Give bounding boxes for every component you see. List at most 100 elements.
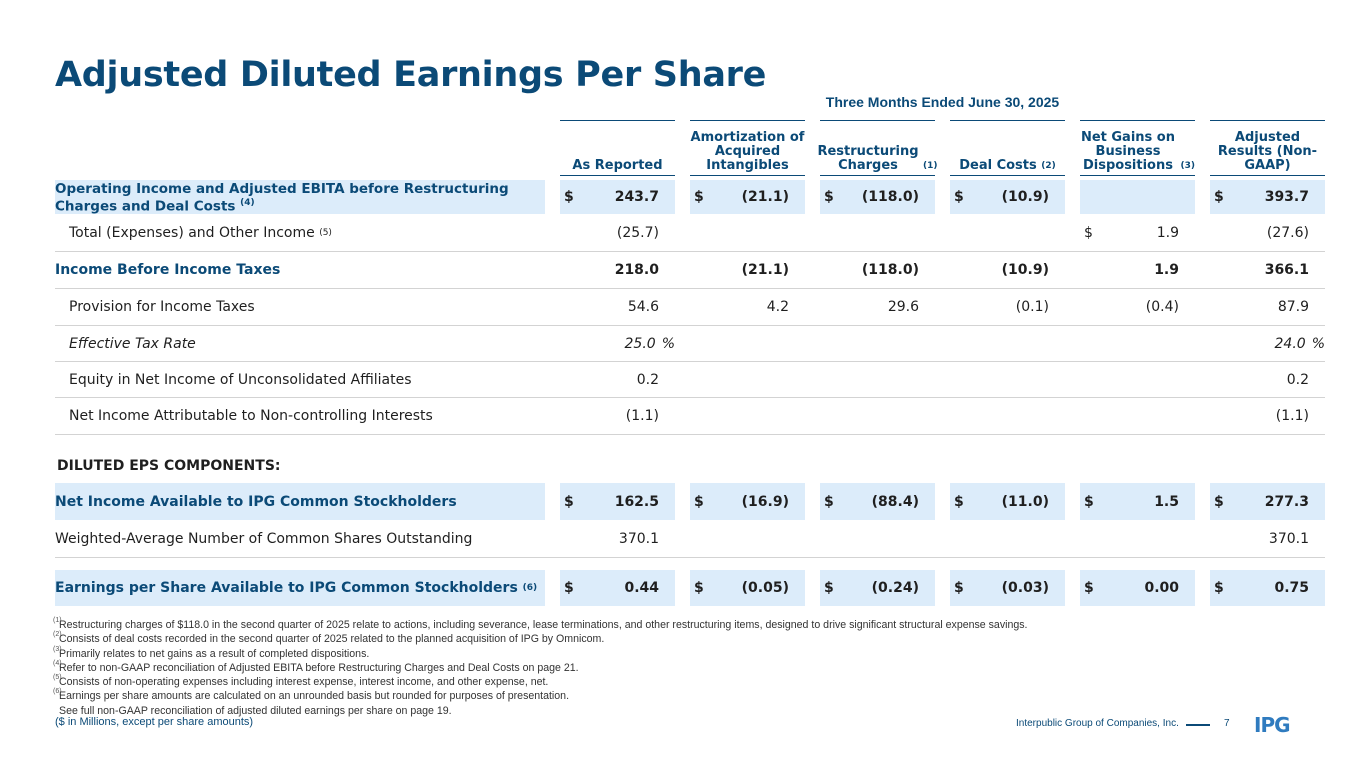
cell-value: 1.9	[1154, 262, 1179, 278]
table-row: Income Before Income Taxes 218.0 (21.1) (11…	[55, 252, 1325, 289]
table-cell: (27.6)	[1210, 214, 1309, 251]
footnote-number: (2)	[53, 631, 62, 639]
cell-value: (25.7)	[616, 224, 659, 241]
row-label-text: Net Income Available to IPG Common Stock…	[55, 493, 457, 510]
dollar-sign: $	[564, 189, 574, 205]
cell-value: 0.75	[1274, 580, 1309, 596]
cell-value: (1.1)	[625, 408, 659, 424]
column-header-label: Restructuring Charges	[817, 144, 919, 173]
column-header: As Reported	[560, 120, 675, 176]
footnote-text: Consists of deal costs recorded in the s…	[59, 633, 605, 646]
cell-shade	[1210, 180, 1325, 214]
table-cell: 4.2	[690, 289, 789, 325]
cell-value: 366.1	[1264, 262, 1309, 278]
column-header-label: Net Gains on Business Dispositions	[1080, 130, 1175, 173]
row-label: Equity in Net Income of Unconsolidated A…	[69, 362, 412, 397]
column-header: Adjusted Results (Non-GAAP)	[1210, 120, 1325, 176]
cell-value: (27.6)	[1266, 224, 1309, 241]
dollar-sign: $	[694, 493, 704, 510]
table-cell: (21.1)	[690, 180, 789, 214]
cell-value: 162.5	[614, 493, 659, 510]
dollar-sign: $	[564, 580, 574, 596]
row-label-text: Weighted-Average Number of Common Shares…	[55, 530, 473, 547]
column-header-footnote-ref: (1)	[923, 161, 938, 171]
cell-value: 0.2	[636, 371, 659, 388]
dollar-sign: $	[954, 189, 964, 205]
cell-value: (0.1)	[1015, 299, 1049, 315]
footnote-number: (6)	[53, 688, 62, 696]
table-row: DILUTED EPS COMPONENTS:	[55, 448, 1325, 484]
table-cell: 0.44	[560, 570, 659, 606]
cell-value: (0.24)	[871, 580, 919, 596]
dollar-sign: $	[954, 580, 964, 596]
dollar-sign: $	[1084, 224, 1093, 241]
cell-shade	[690, 570, 805, 606]
dollar-sign: $	[1084, 580, 1094, 596]
cell-value: 1.5	[1154, 493, 1179, 510]
cell-shade	[560, 180, 675, 214]
table-cell: (118.0)	[820, 252, 919, 288]
logo-text: IPG	[1254, 713, 1290, 735]
cell-value: (0.03)	[1001, 580, 1049, 596]
dollar-sign: $	[824, 189, 834, 205]
period-header: Three Months Ended June 30, 2025	[825, 94, 1060, 110]
row-label: Effective Tax Rate	[69, 326, 196, 361]
footnote-text: Restructuring charges of $118.0 in the s…	[59, 619, 1028, 631]
cell-value: (88.4)	[871, 493, 919, 510]
cell-shade	[1210, 483, 1325, 520]
cell-value: 54.6	[627, 299, 659, 315]
footnote-number: (1)	[53, 617, 62, 624]
table-cell: 0.00	[1080, 570, 1179, 606]
table-cell: (0.24)	[820, 570, 919, 606]
footnotes: (1) Restructuring charges of $118.0 in th…	[53, 617, 1028, 718]
cell-value: (16.9)	[741, 493, 789, 510]
dollar-sign: $	[1214, 580, 1224, 596]
footnote-text: Consists of non-operating expenses inclu…	[59, 676, 549, 689]
cell-value: (0.05)	[741, 580, 789, 596]
row-label: DILUTED EPS COMPONENTS:	[57, 448, 281, 484]
footer-divider	[1186, 724, 1210, 726]
row-label: Earnings per Share Available to IPG Comm…	[55, 570, 537, 606]
footnote-number: (4)	[53, 659, 62, 667]
cell-value: (118.0)	[861, 189, 919, 205]
units-note: ($ in Millions, except per share amounts…	[55, 716, 254, 728]
footnote: (6) Earnings per share amounts are calcul…	[53, 688, 1028, 703]
dollar-sign: $	[1214, 493, 1224, 510]
table-cell: (0.05)	[690, 570, 789, 606]
column-header: Amortization of Acquired Intangibles	[690, 120, 805, 176]
table-cell: 277.3	[1210, 483, 1309, 520]
cell-shade	[950, 570, 1065, 606]
cell-value: (10.9)	[1001, 189, 1049, 205]
row-label-text: Provision for Income Taxes	[69, 299, 255, 315]
row-footnote-ref: (4)	[240, 198, 255, 208]
cell-value: 218.0	[614, 262, 659, 278]
dollar-sign: $	[824, 580, 834, 596]
row-label: Net Income Attributable to Non-controlli…	[69, 398, 433, 434]
cell-value: 0.2	[1286, 371, 1309, 388]
cell-value: (1.1)	[1275, 408, 1309, 424]
cell-shade	[820, 483, 935, 520]
table-row: Provision for Income Taxes 54.6 4.2 29.6 (0.…	[55, 289, 1325, 326]
footnote-text: Primarily relates to net gains as a resu…	[59, 647, 370, 660]
cell-shade	[1080, 570, 1195, 606]
table-cell: 1.5	[1080, 483, 1179, 520]
row-label-text: Equity in Net Income of Unconsolidated A…	[69, 371, 412, 388]
cell-shade	[690, 180, 805, 214]
row-footnote-ref: (6)	[522, 583, 538, 593]
table-cell: (1.1)	[1210, 398, 1309, 434]
row-label: Net Income Available to IPG Common Stock…	[55, 483, 457, 520]
cell-value: (21.1)	[741, 189, 789, 205]
row-label-text: Earnings per Share Available to IPG Comm…	[55, 580, 518, 596]
table-cell: 393.7	[1210, 180, 1309, 214]
row-label-text: Total (Expenses) and Other Income	[69, 224, 315, 241]
cell-value: (11.0)	[1001, 493, 1049, 510]
cell-value: 4.2	[766, 299, 789, 315]
table-cell: (118.0)	[820, 180, 919, 214]
page-title: Adjusted Diluted Earnings Per Share	[55, 55, 767, 95]
table-cell: (10.9)	[950, 180, 1049, 214]
row-label: Provision for Income Taxes	[69, 289, 255, 325]
cell-value: 24.0	[1274, 335, 1306, 352]
cell-shade	[560, 483, 675, 520]
table-cell: (10.9)	[950, 252, 1049, 288]
percent-sign: %	[661, 335, 675, 352]
